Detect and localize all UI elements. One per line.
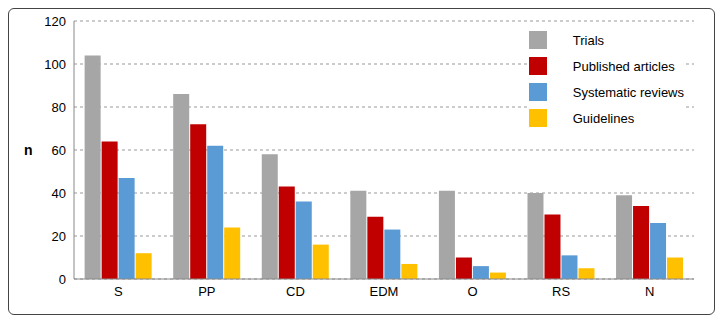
svg-text:PP: PP: [198, 284, 215, 299]
svg-text:120: 120: [44, 14, 66, 29]
svg-text:RS: RS: [552, 284, 570, 299]
svg-text:n: n: [24, 142, 33, 158]
svg-text:80: 80: [52, 100, 66, 115]
svg-text:EDM: EDM: [370, 284, 399, 299]
html-text:Systematic reviews: Systematic reviews: [572, 84, 684, 100]
svg-text:CD: CD: [286, 284, 305, 299]
html-text:Trials: Trials: [572, 32, 604, 48]
html-text:Guidelines: Guidelines: [572, 110, 635, 126]
svg-text:0: 0: [59, 272, 66, 287]
html-text:Published articles: Published articles: [572, 58, 675, 74]
svg-text:40: 40: [52, 186, 66, 201]
svg-text:S: S: [114, 284, 123, 299]
svg-text:O: O: [468, 284, 478, 299]
svg-text:60: 60: [52, 143, 66, 158]
svg-text:N: N: [645, 284, 654, 299]
svg-text:100: 100: [44, 57, 66, 72]
svg-text:20: 20: [52, 229, 66, 244]
